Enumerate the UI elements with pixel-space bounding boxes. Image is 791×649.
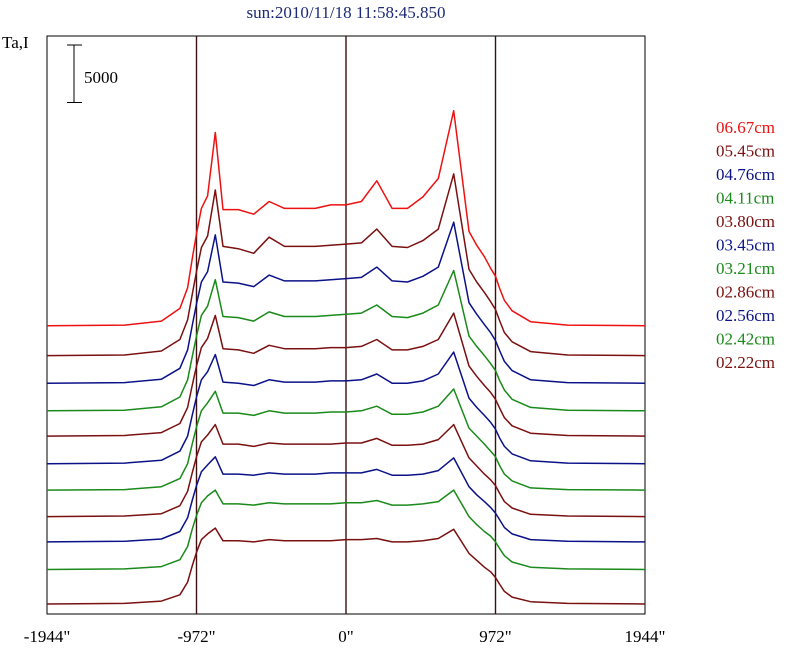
series-line-05-45cm [46, 173, 646, 357]
series-line-02-42cm [46, 489, 646, 571]
series-line-03-45cm [46, 351, 646, 465]
legend-entry: 04.11cm [716, 189, 774, 208]
x-tick-label: -972" [177, 627, 215, 646]
x-tick-label: 972" [479, 627, 511, 646]
series-lines [46, 109, 646, 605]
chart-title: sun:2010/11/18 11:58:45.850 [247, 3, 446, 22]
series-line-02-22cm [46, 527, 646, 605]
legend-entry: 03.45cm [716, 236, 775, 255]
series-line-06-67cm [46, 109, 646, 327]
legend-entry: 02.42cm [716, 330, 775, 349]
legend-entry: 02.22cm [716, 353, 775, 372]
x-tick-label: 0" [338, 627, 353, 646]
legend-entry: 02.56cm [716, 306, 775, 325]
legend-entry: 03.21cm [716, 259, 775, 278]
series-line-04-76cm [46, 221, 646, 384]
legend-entry: 03.80cm [716, 212, 775, 231]
legend-entry: 04.76cm [716, 165, 775, 184]
series-line-03-80cm [46, 312, 646, 437]
scale-bar-label: 5000 [84, 68, 118, 87]
legend-entry: 02.86cm [716, 283, 775, 302]
x-tick-labels: -1944" -972" 0" 972" 1944" [24, 627, 666, 646]
series-line-03-21cm [46, 388, 646, 491]
legend-entry: 06.67cm [716, 118, 775, 137]
x-tick-label: 1944" [625, 627, 666, 646]
x-tick-label: -1944" [24, 627, 71, 646]
series-line-02-86cm [46, 423, 646, 518]
series-line-02-56cm [46, 456, 646, 543]
legend-entry: 05.45cm [716, 142, 775, 161]
y-axis-label: Ta,I [2, 33, 29, 52]
scale-bar [67, 44, 82, 103]
series-line-04-11cm [46, 269, 646, 412]
legend: 06.67cm 05.45cm 04.76cm 04.11cm 03.80cm 03.45… [716, 118, 775, 372]
